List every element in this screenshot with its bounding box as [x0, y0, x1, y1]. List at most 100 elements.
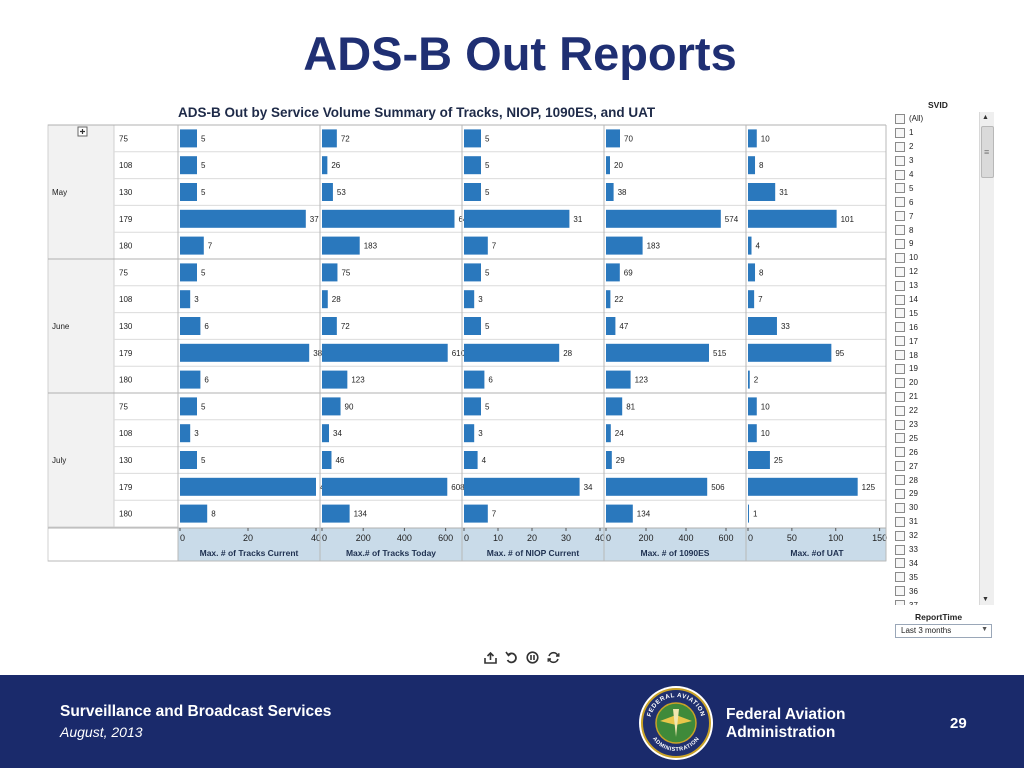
- svid-checkbox[interactable]: [895, 197, 905, 208]
- bar[interactable]: [606, 504, 633, 523]
- bar[interactable]: [180, 236, 204, 255]
- svid-checkbox[interactable]: [895, 391, 905, 402]
- bar[interactable]: [180, 290, 191, 309]
- bar[interactable]: [322, 451, 332, 469]
- bar[interactable]: [322, 209, 455, 228]
- svid-option[interactable]: 13: [893, 279, 994, 293]
- bar[interactable]: [322, 263, 338, 282]
- svid-checkbox[interactable]: [895, 141, 905, 152]
- bar[interactable]: [748, 343, 832, 362]
- bar[interactable]: [606, 209, 721, 228]
- bar[interactable]: [606, 370, 631, 389]
- chevron-down-icon[interactable]: ▼: [981, 626, 988, 633]
- svid-option[interactable]: (All): [893, 112, 994, 126]
- bar[interactable]: [606, 477, 708, 496]
- svid-checkbox[interactable]: [895, 350, 905, 361]
- scroll-thumb[interactable]: ≡: [981, 126, 994, 178]
- svid-option[interactable]: 21: [893, 390, 994, 404]
- bar[interactable]: [606, 183, 614, 201]
- svid-checkbox[interactable]: [895, 280, 905, 291]
- bar[interactable]: [464, 370, 485, 389]
- svid-option[interactable]: 14: [893, 293, 994, 307]
- bar[interactable]: [464, 504, 488, 523]
- bar[interactable]: [606, 397, 623, 416]
- bar[interactable]: [322, 397, 341, 416]
- bar[interactable]: [606, 290, 611, 309]
- svid-checkbox[interactable]: [895, 294, 905, 305]
- svid-checkbox[interactable]: [895, 516, 905, 527]
- bar[interactable]: [322, 317, 337, 335]
- svid-option[interactable]: 9: [893, 237, 994, 251]
- bar[interactable]: [180, 156, 197, 175]
- svid-checkbox[interactable]: [895, 377, 905, 388]
- bar[interactable]: [748, 209, 837, 228]
- bar[interactable]: [180, 183, 197, 201]
- svid-option[interactable]: 4: [893, 168, 994, 182]
- svid-option[interactable]: 19: [893, 362, 994, 376]
- svid-option[interactable]: 28: [893, 473, 994, 487]
- bar[interactable]: [464, 451, 478, 469]
- bar[interactable]: [322, 236, 360, 255]
- bar[interactable]: [464, 263, 481, 282]
- bar[interactable]: [748, 290, 755, 309]
- svid-checkbox[interactable]: [895, 183, 905, 194]
- svid-checkbox[interactable]: [895, 488, 905, 499]
- svid-option[interactable]: 1: [893, 126, 994, 140]
- svid-option[interactable]: 15: [893, 306, 994, 320]
- bar[interactable]: [180, 397, 197, 416]
- bar[interactable]: [322, 129, 337, 148]
- bar[interactable]: [464, 477, 580, 496]
- refresh-icon[interactable]: [546, 650, 561, 665]
- svid-option[interactable]: 30: [893, 501, 994, 515]
- svid-checkbox[interactable]: [895, 433, 905, 444]
- bar[interactable]: [606, 317, 616, 335]
- bar[interactable]: [464, 317, 481, 335]
- svid-checkbox[interactable]: [895, 127, 905, 138]
- svid-checkbox[interactable]: [895, 447, 905, 458]
- svid-list[interactable]: (All) 1 2 3 4 5 6 7 8 9 10 12 13 14 15 16 17 18 19 20 21 22 23…: [893, 112, 994, 605]
- svid-option[interactable]: 26: [893, 445, 994, 459]
- bar[interactable]: [322, 477, 448, 496]
- bar[interactable]: [606, 343, 709, 362]
- bar[interactable]: [606, 236, 643, 255]
- bar[interactable]: [322, 504, 350, 523]
- bar[interactable]: [748, 156, 756, 175]
- bar[interactable]: [322, 343, 448, 362]
- bar[interactable]: [464, 209, 570, 228]
- svid-checkbox[interactable]: [895, 155, 905, 166]
- svid-option[interactable]: 35: [893, 570, 994, 584]
- svid-option[interactable]: 10: [893, 251, 994, 265]
- bar[interactable]: [748, 263, 756, 282]
- bar[interactable]: [748, 477, 858, 496]
- bar[interactable]: [322, 156, 328, 175]
- bar[interactable]: [180, 477, 316, 496]
- svid-checkbox[interactable]: [895, 419, 905, 430]
- undo-icon[interactable]: [504, 650, 519, 665]
- svid-checkbox[interactable]: [895, 530, 905, 541]
- svid-option[interactable]: 12: [893, 265, 994, 279]
- svid-option[interactable]: 23: [893, 418, 994, 432]
- svid-checkbox[interactable]: [895, 238, 905, 249]
- bar[interactable]: [464, 236, 488, 255]
- svid-option[interactable]: 7: [893, 209, 994, 223]
- bar[interactable]: [322, 370, 348, 389]
- bar[interactable]: [464, 129, 481, 148]
- svid-option[interactable]: 22: [893, 404, 994, 418]
- bar[interactable]: [606, 156, 610, 175]
- bar[interactable]: [748, 236, 752, 255]
- svid-option[interactable]: 32: [893, 529, 994, 543]
- bar[interactable]: [464, 290, 475, 309]
- svid-scrollbar[interactable]: ▲ ≡ ▼: [979, 112, 994, 605]
- bar[interactable]: [322, 290, 328, 309]
- svid-checkbox[interactable]: [895, 572, 905, 583]
- bar[interactable]: [322, 424, 330, 443]
- svid-option[interactable]: 5: [893, 181, 994, 195]
- bar[interactable]: [748, 451, 770, 469]
- bar[interactable]: [606, 129, 620, 148]
- svid-option[interactable]: 25: [893, 431, 994, 445]
- bar[interactable]: [322, 183, 333, 201]
- svid-option[interactable]: 6: [893, 195, 994, 209]
- bar[interactable]: [180, 451, 197, 469]
- bar[interactable]: [464, 343, 560, 362]
- scroll-down-icon[interactable]: ▼: [982, 596, 989, 603]
